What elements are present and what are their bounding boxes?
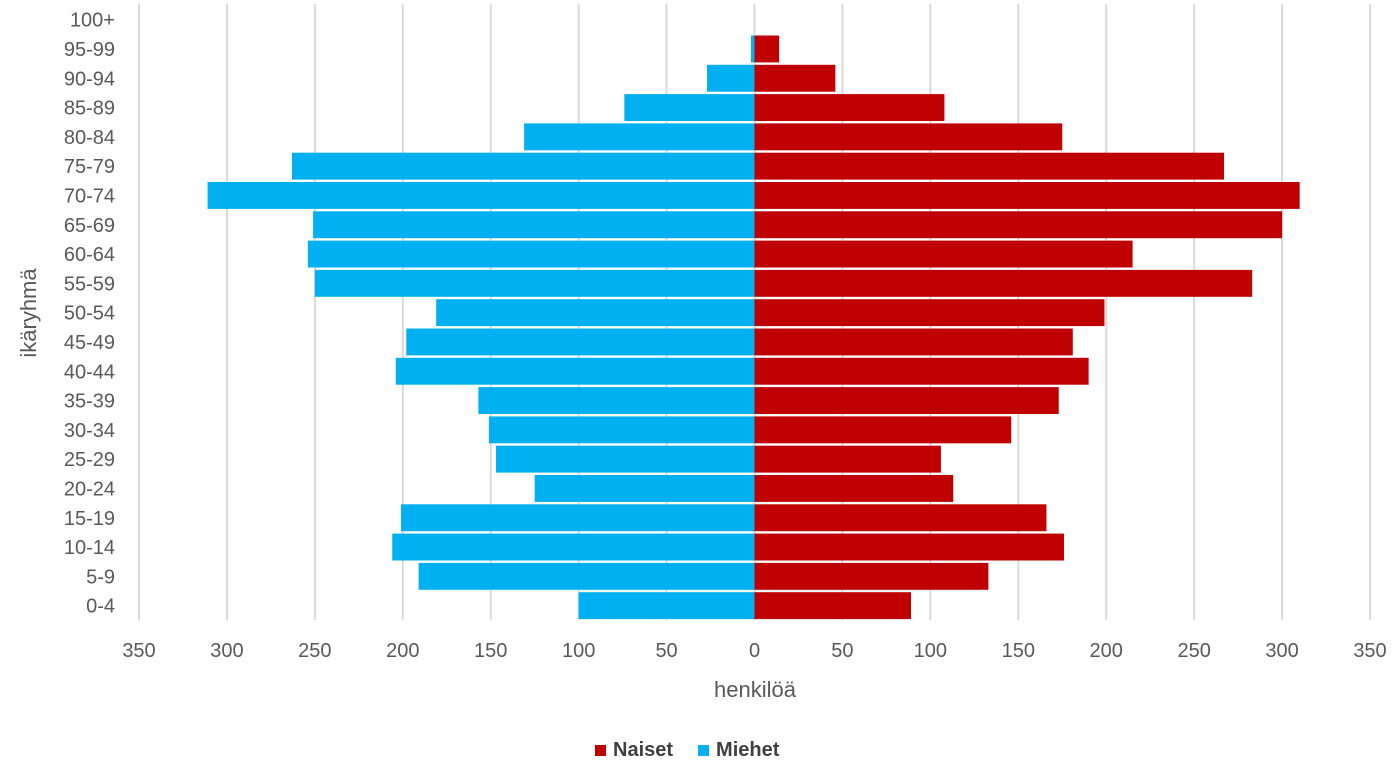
x-tick-label: 250 xyxy=(1177,640,1210,662)
bar-miehet-40-44 xyxy=(395,357,755,385)
bar-miehet-80-84 xyxy=(524,123,755,151)
legend-label-miehet: Miehet xyxy=(716,739,780,761)
bar-naiset-55-59 xyxy=(754,269,1253,297)
x-tick-label: 100 xyxy=(914,640,947,662)
legend-swatch-miehet xyxy=(698,745,710,756)
bar-naiset-65-69 xyxy=(754,211,1283,239)
y-tick-label: 80-84 xyxy=(64,127,115,149)
x-tick-label: 350 xyxy=(1353,640,1386,662)
bar-naiset-75-79 xyxy=(754,152,1225,180)
y-tick-label: 35-39 xyxy=(64,391,115,413)
legend-swatch-naiset xyxy=(595,745,606,756)
bar-naiset-50-54 xyxy=(754,299,1105,327)
x-tick-label: 300 xyxy=(1265,640,1298,662)
bar-naiset-80-84 xyxy=(754,123,1063,151)
y-tick-label: 50-54 xyxy=(64,303,115,325)
bar-naiset-40-44 xyxy=(754,357,1089,385)
y-tick-label: 30-34 xyxy=(64,420,115,442)
x-tick-label: 350 xyxy=(122,640,155,662)
bar-naiset-35-39 xyxy=(754,387,1059,414)
y-tick-label: 45-49 xyxy=(64,332,115,354)
bar-naiset-90-94 xyxy=(754,64,836,92)
x-tick-label: 150 xyxy=(1002,640,1035,662)
y-tick-label: 40-44 xyxy=(64,361,115,383)
y-tick-label: 10-14 xyxy=(64,537,115,559)
bar-miehet-55-59 xyxy=(314,269,755,297)
bar-naiset-20-24 xyxy=(754,475,954,502)
bar-miehet-60-64 xyxy=(307,240,755,268)
x-tick-label: 50 xyxy=(831,640,853,662)
bar-naiset-95-99 xyxy=(754,35,780,63)
bar-miehet-95-99 xyxy=(750,35,755,63)
bar-naiset-85-89 xyxy=(754,94,945,121)
x-tick-label: 150 xyxy=(474,640,507,662)
bar-miehet-20-24 xyxy=(534,475,755,502)
y-tick-label: 5-9 xyxy=(86,566,115,588)
bar-naiset-15-19 xyxy=(754,504,1047,532)
bar-miehet-75-79 xyxy=(291,152,755,180)
bar-naiset-45-49 xyxy=(754,328,1073,356)
bar-miehet-25-29 xyxy=(495,445,755,473)
y-tick-label: 15-19 xyxy=(64,508,115,530)
bar-miehet-45-49 xyxy=(406,328,755,356)
y-tick-label: 70-74 xyxy=(64,185,115,207)
legend: Naiset Miehet xyxy=(595,739,780,761)
bar-miehet-5-9 xyxy=(418,562,755,590)
x-tick-label: 50 xyxy=(655,640,677,662)
x-tick-label: 200 xyxy=(1090,640,1123,662)
y-tick-label: 25-29 xyxy=(64,449,115,471)
y-tick-label: 60-64 xyxy=(64,244,115,266)
y-tick-label: 65-69 xyxy=(64,215,115,237)
bar-naiset-10-14 xyxy=(754,533,1065,561)
bar-naiset-30-34 xyxy=(754,416,1012,444)
bar-miehet-65-69 xyxy=(313,211,755,239)
bar-miehet-50-54 xyxy=(436,299,755,327)
y-axis-title: ikäryhmä xyxy=(16,268,41,358)
y-tick-label: 90-94 xyxy=(64,68,115,90)
y-axis-tick-labels: 100+ 95-99 90-94 85-89 80-84 75-79 70-74 65-69 6… xyxy=(64,10,115,618)
bar-naiset-70-74 xyxy=(754,182,1300,209)
y-tick-label: 20-24 xyxy=(64,478,115,500)
bar-naiset-5-9 xyxy=(754,562,989,590)
x-tick-label: 0 xyxy=(749,640,760,662)
bars xyxy=(207,35,1300,620)
y-tick-label: 0-4 xyxy=(86,596,115,618)
bar-miehet-30-34 xyxy=(488,416,755,444)
y-tick-label: 75-79 xyxy=(64,156,115,178)
bar-naiset-25-29 xyxy=(754,445,941,473)
bar-miehet-0-4 xyxy=(578,592,755,620)
x-axis-title: henkilöä xyxy=(714,677,797,702)
y-tick-label: 95-99 xyxy=(64,39,115,61)
x-tick-label: 300 xyxy=(210,640,243,662)
y-tick-label: 100+ xyxy=(70,10,115,32)
bar-miehet-10-14 xyxy=(392,533,755,561)
x-axis-tick-labels: 350 300 250 200 150 100 50 0 50 100 150 200 250 300 35… xyxy=(122,640,1386,662)
y-tick-label: 55-59 xyxy=(64,273,115,295)
bar-miehet-90-94 xyxy=(707,64,755,92)
legend-label-naiset: Naiset xyxy=(613,739,673,761)
bar-miehet-35-39 xyxy=(478,387,755,414)
bar-naiset-60-64 xyxy=(754,240,1133,268)
y-tick-label: 85-89 xyxy=(64,98,115,120)
x-tick-label: 250 xyxy=(298,640,331,662)
bar-miehet-15-19 xyxy=(401,504,755,532)
x-tick-label: 200 xyxy=(386,640,419,662)
x-tick-label: 100 xyxy=(562,640,595,662)
bar-naiset-0-4 xyxy=(754,592,912,620)
bar-miehet-70-74 xyxy=(207,182,755,209)
bar-miehet-85-89 xyxy=(624,94,755,121)
